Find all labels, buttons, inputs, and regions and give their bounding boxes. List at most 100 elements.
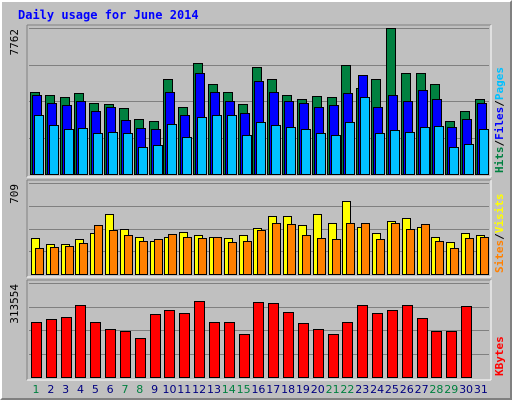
bar-sites-day-13 xyxy=(213,237,222,275)
x-tick-day-6: 6 xyxy=(107,383,114,396)
bar-pages-day-27 xyxy=(420,127,430,175)
legend-visits-sites: Sites/Visits xyxy=(493,194,506,274)
x-tick-day-3: 3 xyxy=(62,383,69,396)
bar-pages-day-13 xyxy=(212,115,222,175)
bar-pages-day-18 xyxy=(286,127,296,175)
x-tick-day-24: 24 xyxy=(370,383,384,396)
bar-kbytes-day-9 xyxy=(150,314,161,378)
bar-kbytes-day-28 xyxy=(431,331,442,378)
legend-item-kbytes: KBytes xyxy=(493,336,506,376)
x-tick-day-10: 10 xyxy=(162,383,176,396)
x-tick-day-16: 16 xyxy=(251,383,265,396)
x-tick-day-14: 14 xyxy=(222,383,236,396)
bar-sites-day-5 xyxy=(94,225,103,275)
legend-item-files: Files xyxy=(493,107,506,140)
legend-item-hits: Hits xyxy=(493,147,506,174)
bar-sites-day-19 xyxy=(302,235,311,275)
bar-pages-day-30 xyxy=(464,144,474,175)
bar-sites-day-18 xyxy=(287,224,296,275)
bar-pages-day-5 xyxy=(93,133,103,175)
x-tick-day-12: 12 xyxy=(192,383,206,396)
bar-sites-day-2 xyxy=(50,247,59,275)
bar-sites-day-16 xyxy=(257,230,266,275)
bar-pages-day-7 xyxy=(123,133,133,175)
x-tick-day-9: 9 xyxy=(151,383,158,396)
bar-sites-day-25 xyxy=(391,223,400,275)
bar-sites-day-6 xyxy=(109,230,118,275)
bar-kbytes-day-29 xyxy=(446,331,457,378)
bar-kbytes-day-2 xyxy=(46,319,57,378)
bar-pages-day-26 xyxy=(405,132,415,175)
x-tick-day-13: 13 xyxy=(207,383,221,396)
bar-sites-day-3 xyxy=(65,246,74,275)
bar-kbytes-day-11 xyxy=(179,313,190,378)
bar-kbytes-day-17 xyxy=(268,303,279,378)
legend-item-sites: Sites xyxy=(493,240,506,273)
bar-sites-day-20 xyxy=(317,238,326,275)
bar-kbytes-day-19 xyxy=(298,323,309,378)
chart-title: Daily usage for June 2014 xyxy=(18,8,199,22)
bar-kbytes-day-22 xyxy=(342,322,353,378)
x-tick-day-11: 11 xyxy=(177,383,191,396)
bar-pages-day-3 xyxy=(64,129,74,175)
bar-kbytes-day-14 xyxy=(224,322,235,378)
bar-pages-day-6 xyxy=(108,132,118,175)
legend-kbytes: KBytes xyxy=(493,336,506,376)
bar-pages-day-22 xyxy=(345,122,355,175)
x-tick-day-29: 29 xyxy=(444,383,458,396)
bar-sites-day-27 xyxy=(421,224,430,275)
bar-sites-day-9 xyxy=(154,239,163,275)
bar-kbytes-day-5 xyxy=(90,322,101,378)
bar-kbytes-day-3 xyxy=(61,317,72,378)
bar-kbytes-day-4 xyxy=(75,305,86,378)
bar-sites-day-22 xyxy=(346,223,355,275)
legend-hits-files-pages: Hits/Files/Pages xyxy=(493,67,506,173)
bar-kbytes-day-24 xyxy=(372,313,383,378)
bar-kbytes-day-7 xyxy=(120,331,131,378)
x-tick-day-30: 30 xyxy=(459,383,473,396)
bar-sites-day-1 xyxy=(35,248,44,275)
x-tick-day-31: 31 xyxy=(474,383,488,396)
bar-pages-day-9 xyxy=(153,145,163,175)
x-tick-day-15: 15 xyxy=(237,383,251,396)
bar-sites-day-30 xyxy=(465,238,474,275)
bar-pages-day-16 xyxy=(256,122,266,175)
y-max-label: 709 xyxy=(8,184,21,204)
bar-pages-day-14 xyxy=(227,115,237,175)
bar-pages-day-15 xyxy=(242,135,252,175)
x-tick-day-8: 8 xyxy=(136,383,143,396)
bar-kbytes-day-21 xyxy=(328,334,339,378)
bar-pages-day-11 xyxy=(182,137,192,175)
x-tick-day-27: 27 xyxy=(415,383,429,396)
x-tick-day-19: 19 xyxy=(296,383,310,396)
bar-sites-day-14 xyxy=(228,242,237,275)
bar-sites-day-10 xyxy=(168,234,177,275)
bar-pages-day-4 xyxy=(78,128,88,175)
bar-sites-day-29 xyxy=(450,248,459,275)
bar-kbytes-day-18 xyxy=(283,312,294,378)
bar-pages-day-31 xyxy=(479,129,489,175)
bar-pages-day-2 xyxy=(49,125,59,175)
bar-kbytes-day-23 xyxy=(357,305,368,378)
bar-sites-day-12 xyxy=(198,238,207,275)
bar-sites-day-24 xyxy=(376,239,385,275)
legend-item-pages: Pages xyxy=(493,67,506,100)
bar-pages-day-21 xyxy=(331,135,341,175)
bar-kbytes-day-16 xyxy=(253,302,264,378)
bar-pages-day-20 xyxy=(316,133,326,175)
bar-kbytes-day-20 xyxy=(313,329,324,378)
bar-kbytes-day-6 xyxy=(105,329,116,378)
bar-kbytes-day-15 xyxy=(239,334,250,378)
x-tick-day-2: 2 xyxy=(47,383,54,396)
bar-pages-day-24 xyxy=(375,133,385,175)
bar-kbytes-day-8 xyxy=(135,338,146,378)
bar-sites-day-26 xyxy=(406,229,415,275)
bar-kbytes-day-1 xyxy=(31,322,42,378)
bar-pages-day-25 xyxy=(390,130,400,175)
bar-pages-day-8 xyxy=(138,147,148,175)
bar-kbytes-day-30 xyxy=(461,306,472,378)
x-tick-day-4: 4 xyxy=(77,383,84,396)
bar-kbytes-day-27 xyxy=(417,318,428,378)
x-tick-day-22: 22 xyxy=(340,383,354,396)
